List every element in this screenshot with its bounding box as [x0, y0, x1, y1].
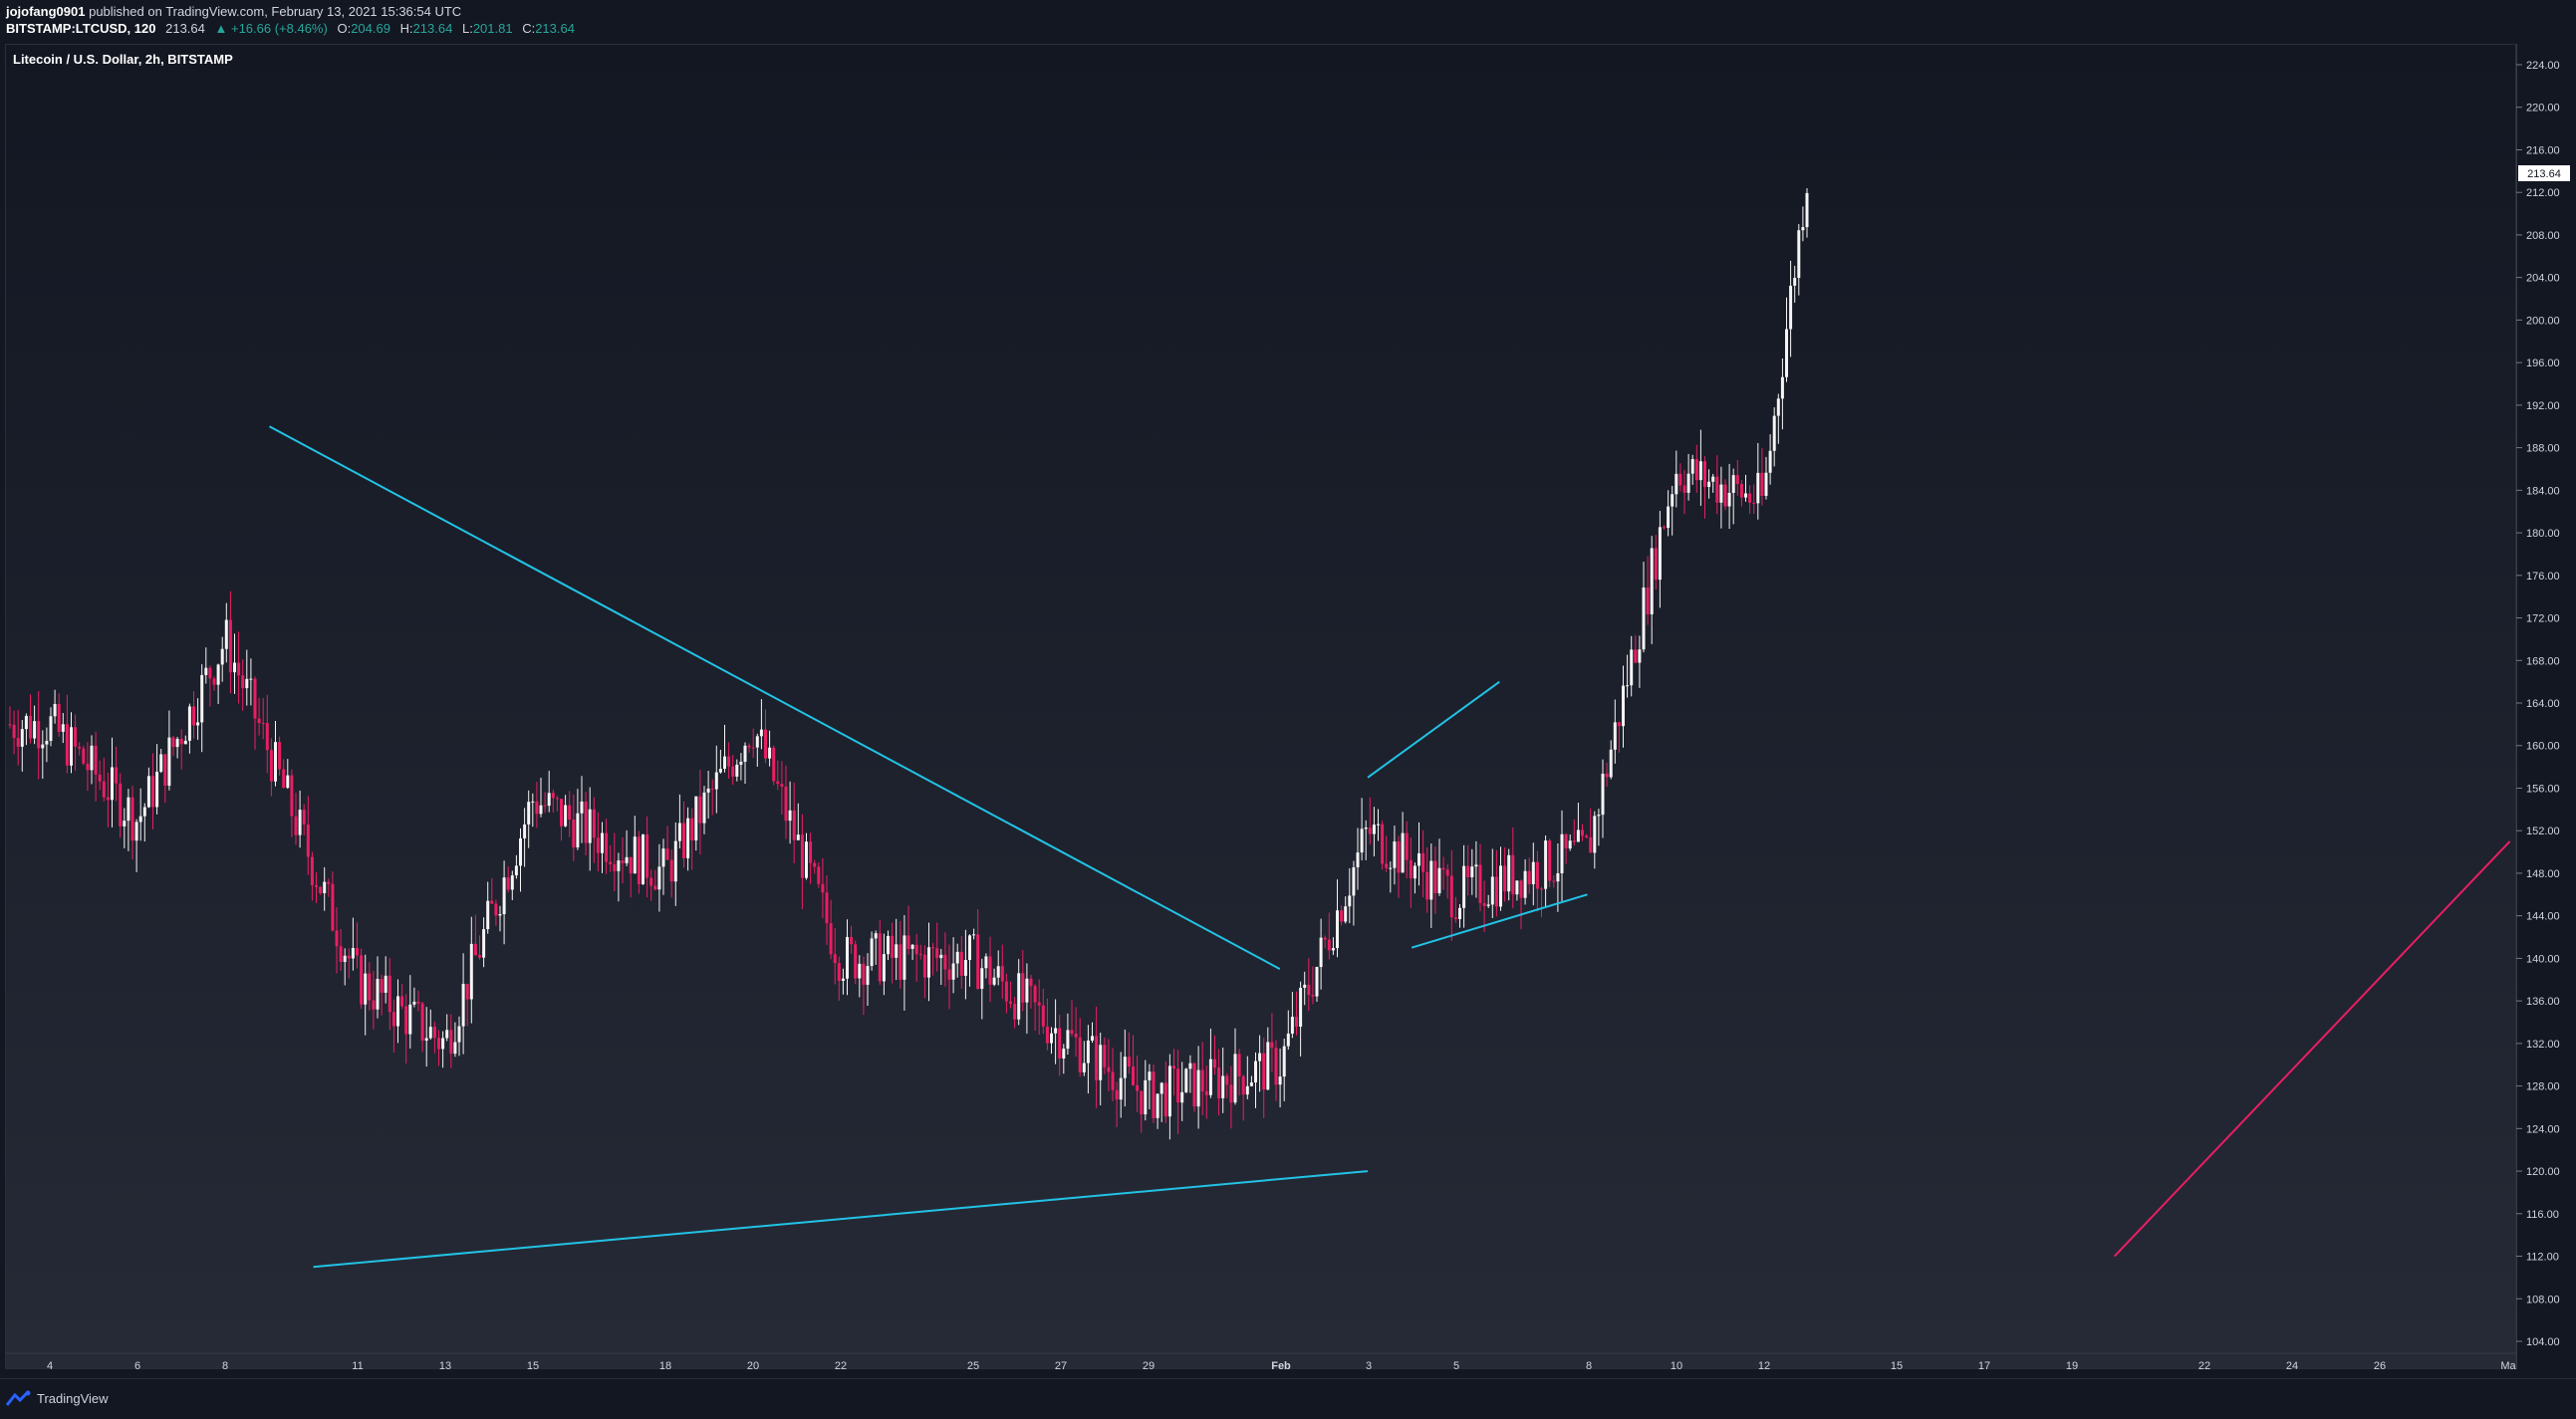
low-label: L: [461, 21, 473, 36]
last-price: 213.64 [165, 21, 205, 36]
close-label: C: [522, 21, 536, 36]
footer-brand: TradingView [37, 1390, 109, 1406]
publish-info: jojofang0901 published on TradingView.co… [6, 4, 461, 19]
price-change: ▲ +16.66 (+8.46%) [214, 21, 328, 36]
close-value: 213.64 [535, 21, 575, 36]
author-name[interactable]: jojofang0901 [6, 4, 86, 19]
symbol-info: BITSTAMP:LTCUSD, 120 213.64 ▲ +16.66 (+8… [6, 21, 575, 36]
tradingview-logo-icon [6, 1390, 31, 1406]
footer [0, 1378, 2576, 1419]
footer-logo[interactable]: TradingView [6, 1390, 109, 1406]
open-label: O: [337, 21, 352, 36]
open-value: 204.69 [351, 21, 390, 36]
chart-title: Litecoin / U.S. Dollar, 2h, BITSTAMP [13, 52, 233, 67]
published-text: published on TradingView.com, February 1… [89, 4, 462, 19]
chart-pane[interactable] [5, 44, 2516, 1369]
high-value: 213.64 [412, 21, 453, 36]
chart-header: jojofang0901 published on TradingView.co… [0, 0, 2576, 42]
price-axis[interactable] [2516, 44, 2576, 1369]
symbol-name[interactable]: BITSTAMP:LTCUSD, 120 [6, 21, 156, 36]
low-value: 201.81 [472, 21, 513, 36]
high-label: H: [399, 21, 413, 36]
